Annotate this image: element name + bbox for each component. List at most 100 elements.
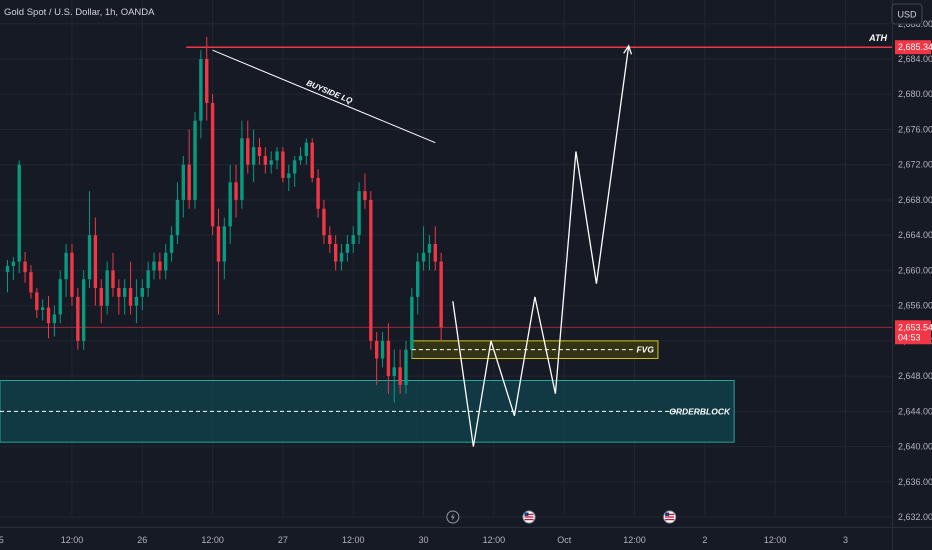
y-tick-label: 2,640.000 [898,442,932,452]
y-tick-label: 2,676.000 [898,124,932,134]
currency-button[interactable]: USD [891,3,923,25]
candles [5,36,443,403]
candle-body [123,288,127,297]
candle-body [128,288,133,306]
candle-body [374,340,379,359]
candle-body [70,252,74,297]
candle-body [316,177,320,209]
candle-body [117,288,121,297]
candle-body [187,164,191,200]
candle-body [263,155,268,165]
candle-body [58,279,62,315]
annotation-lines [0,44,892,447]
candle-body [228,182,232,227]
candle-body [105,270,109,306]
y-tick-label: 2,656.000 [898,301,932,311]
candle-body [275,151,279,161]
chart-title: Gold Spot / U.S. Dollar, 1h, OANDA [4,7,155,18]
events [446,510,677,524]
candle-body [46,307,51,324]
candle-body [158,261,162,271]
current-price-label: 2,653.545 [898,322,932,332]
candle-body [416,261,420,297]
candle-body [175,199,180,236]
candle-body [11,261,16,266]
candle-body [199,59,203,121]
candle-body [222,226,227,262]
candle-body [152,261,156,271]
candle-body [99,288,103,306]
candle-body [81,279,86,341]
candle-body [93,235,98,289]
candle-body [380,340,385,359]
candle-body [292,160,297,174]
candle-body [40,307,45,311]
x-tick-label: 12:00 [342,535,365,545]
candle-body [76,296,80,341]
candle-body [205,59,209,104]
y-tick-label: 2,660.000 [898,265,932,275]
candle-body [310,142,314,178]
y-tick-label: 2,684.000 [898,54,932,64]
x-tick-label: 12:00 [764,535,787,545]
candle-body [410,296,414,350]
x-tick-label: 27 [278,535,288,545]
y-tick-label: 2,632.000 [898,512,932,522]
candle-body [234,182,238,200]
ath-label: ATH [868,33,887,43]
x-tick-label: 12:00 [201,535,224,545]
x-tick-label: 25 [0,535,4,545]
x-tick-label: 2 [702,535,707,545]
x-tick-label: 12:00 [483,535,506,545]
candle-body [35,292,39,311]
x-tick-label: 3 [843,535,848,545]
candle-body [298,155,303,161]
candle-body [439,261,443,328]
candle-body [427,243,432,253]
candle-body [251,147,256,165]
candle-body [357,191,361,236]
lightning-glyph [450,513,455,521]
y-tick-label: 2,664.000 [898,230,932,240]
candle-body [351,235,355,244]
candle-body [5,266,10,273]
candle-body [140,288,144,297]
y-tick-label: 2,644.000 [898,406,932,416]
time-axis[interactable]: 25 12:00 26 12:00 27 12:00 30 12:00 Oct 12:00 2 12:… [0,527,932,546]
currency-button-label: USD [897,10,917,20]
ath-price-tag [895,40,931,55]
candle-body [287,173,291,178]
candle-body [64,252,68,280]
y-tick-label: 2,668.000 [898,195,932,205]
candle-body [87,235,92,280]
current-price-tag [895,320,931,345]
candle-body [369,199,373,341]
candle-body [386,340,391,377]
candle-body [322,208,326,236]
candle-body [146,270,150,289]
candle-body [111,270,115,289]
candle-body [339,252,344,262]
orderblock-label: ORDERBLOCK [669,406,731,416]
candle-body [328,235,332,244]
candle-body [240,138,244,200]
fvg-label: FVG [636,345,654,355]
y-tick-label: 2,636.000 [898,477,932,487]
countdown-label: 04:53 [898,332,921,342]
candle-body [398,367,402,385]
candle-body [210,103,215,227]
candle-body [169,235,174,253]
candle-body [304,142,309,156]
x-tick-label: 30 [419,535,429,545]
candle-body [421,252,426,262]
candle-body [193,120,197,200]
candle-body [269,160,273,165]
candle-body [23,261,27,273]
candle-body [181,164,185,200]
x-tick-label: 12:00 [623,535,646,545]
y-tick-label: 2,648.000 [898,371,932,381]
y-tick-label: 2,672.000 [898,160,932,170]
candle-body [281,151,285,178]
buyside-liquidity-line [212,49,436,144]
